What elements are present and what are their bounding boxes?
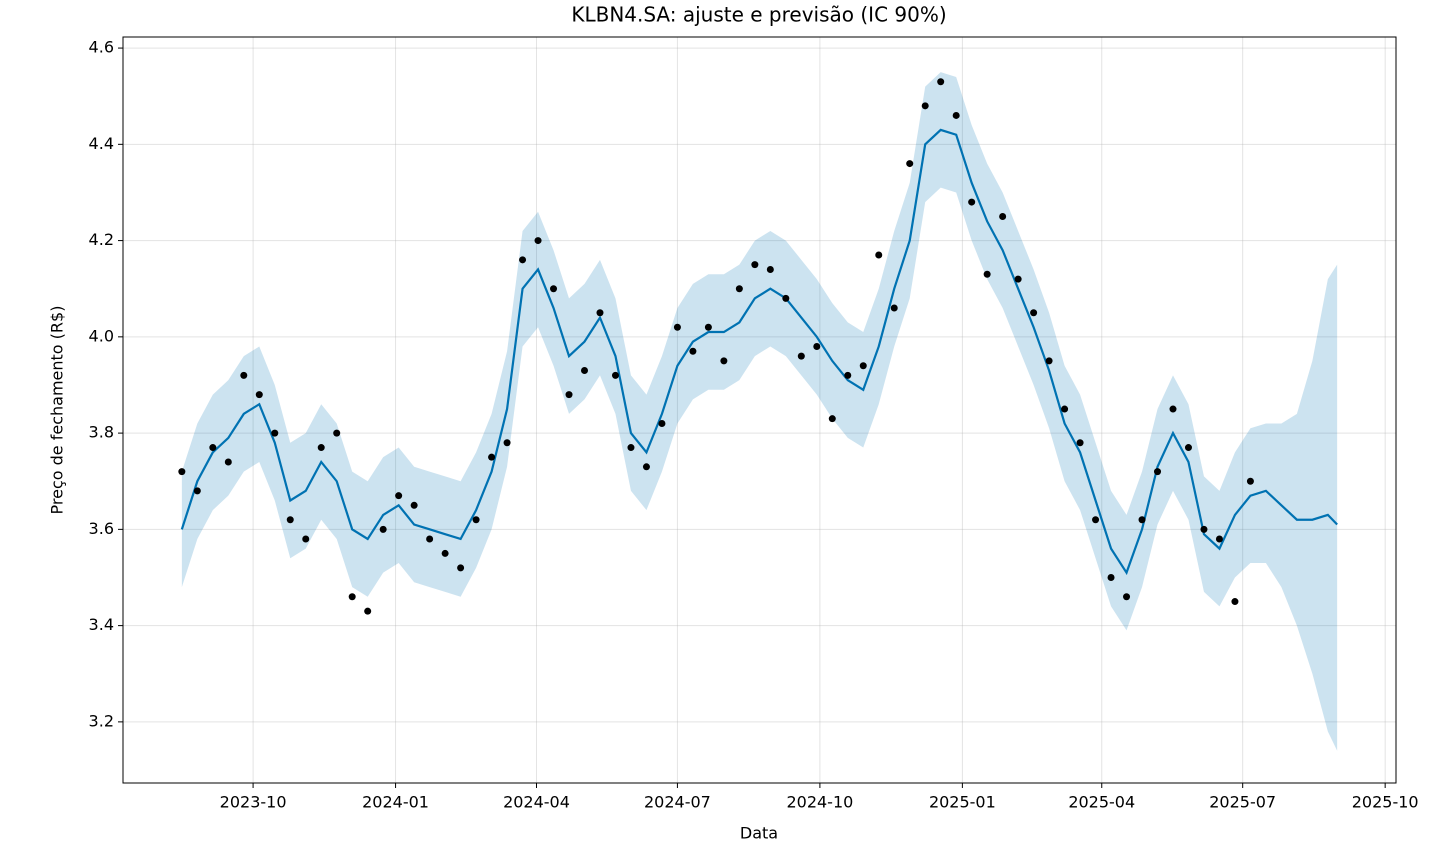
observed-point bbox=[1169, 405, 1177, 413]
observed-point bbox=[999, 213, 1007, 221]
observed-point bbox=[921, 102, 929, 110]
observed-point bbox=[410, 501, 418, 509]
observed-point bbox=[658, 419, 666, 427]
x-axis-label: Data bbox=[740, 824, 778, 843]
observed-point bbox=[395, 492, 403, 500]
confidence-band bbox=[181, 72, 1338, 751]
observed-point bbox=[1138, 516, 1146, 524]
y-tick-label: 3.4 bbox=[89, 615, 114, 634]
observed-point bbox=[271, 429, 279, 437]
observed-point bbox=[1076, 439, 1084, 447]
observed-point bbox=[565, 391, 573, 399]
observed-point bbox=[488, 453, 496, 461]
observed-point bbox=[1246, 477, 1254, 485]
chart-title: KLBN4.SA: ajuste e previsão (IC 90%) bbox=[571, 3, 946, 27]
observed-point bbox=[627, 444, 635, 452]
observed-point bbox=[534, 237, 542, 245]
observed-point bbox=[875, 251, 883, 259]
observed-point bbox=[813, 342, 821, 350]
observed-point bbox=[1061, 405, 1069, 413]
y-tick-label: 4.0 bbox=[89, 326, 114, 345]
observed-point bbox=[1014, 275, 1022, 283]
observed-point bbox=[426, 535, 434, 543]
observed-point bbox=[348, 593, 356, 601]
x-tick-label: 2024-01 bbox=[362, 793, 429, 812]
observed-point bbox=[240, 371, 248, 379]
observed-point bbox=[1200, 525, 1208, 533]
observed-point bbox=[441, 549, 449, 557]
observed-point bbox=[1231, 598, 1239, 606]
observed-point bbox=[209, 444, 217, 452]
observed-point bbox=[1215, 535, 1223, 543]
observed-point bbox=[689, 347, 697, 355]
x-tick-label: 2024-04 bbox=[503, 793, 570, 812]
observed-point bbox=[317, 444, 325, 452]
observed-point bbox=[937, 78, 945, 86]
observed-point bbox=[844, 371, 852, 379]
observed-point bbox=[673, 323, 681, 331]
observed-point bbox=[1154, 468, 1162, 476]
observed-point bbox=[286, 516, 294, 524]
observed-point bbox=[1184, 444, 1192, 452]
observed-point bbox=[1030, 309, 1038, 317]
x-tick-label: 2024-07 bbox=[644, 793, 711, 812]
observed-point bbox=[379, 525, 387, 533]
y-tick-label: 4.6 bbox=[89, 38, 114, 57]
observed-point bbox=[890, 304, 898, 312]
observed-point bbox=[735, 285, 743, 293]
observed-point bbox=[797, 352, 805, 360]
observed-point bbox=[193, 487, 201, 495]
observed-point bbox=[457, 564, 465, 572]
y-axis-label: Preço de fechamento (R$) bbox=[48, 306, 67, 515]
observed-point bbox=[782, 294, 790, 302]
observed-point bbox=[766, 265, 774, 273]
observed-point bbox=[596, 309, 604, 317]
y-tick-label: 3.2 bbox=[89, 711, 114, 730]
observed-point bbox=[751, 261, 759, 269]
observed-point bbox=[906, 160, 914, 168]
observed-point bbox=[704, 323, 712, 331]
x-tick-label: 2025-10 bbox=[1352, 793, 1419, 812]
observed-point bbox=[364, 607, 372, 615]
observed-point bbox=[550, 285, 558, 293]
observed-point bbox=[255, 391, 263, 399]
observed-point bbox=[983, 270, 991, 278]
observed-point bbox=[642, 463, 650, 471]
observed-point bbox=[178, 468, 186, 476]
observed-point bbox=[1107, 573, 1115, 581]
fit-line bbox=[180, 128, 1338, 576]
observed-point bbox=[503, 439, 511, 447]
x-tick-label: 2025-07 bbox=[1209, 793, 1276, 812]
observed-point bbox=[581, 367, 589, 375]
observed-point bbox=[472, 516, 480, 524]
x-tick-label: 2023-10 bbox=[220, 793, 287, 812]
observed-point bbox=[1123, 593, 1131, 601]
plot-frame bbox=[122, 36, 1397, 784]
observed-point bbox=[1045, 357, 1053, 365]
y-tick-label: 4.4 bbox=[89, 134, 114, 153]
observed-point bbox=[859, 362, 867, 370]
y-tick-label: 3.8 bbox=[89, 423, 114, 442]
observed-point bbox=[720, 357, 728, 365]
observed-point bbox=[333, 429, 341, 437]
y-tick-label: 3.6 bbox=[89, 519, 114, 538]
observed-point bbox=[952, 111, 960, 119]
x-tick-label: 2025-04 bbox=[1068, 793, 1135, 812]
observed-point bbox=[1092, 516, 1100, 524]
x-tick-label: 2024-10 bbox=[786, 793, 853, 812]
observed-point bbox=[968, 198, 976, 206]
x-tick-label: 2025-01 bbox=[929, 793, 996, 812]
observed-point bbox=[611, 371, 619, 379]
observed-point bbox=[519, 256, 527, 264]
y-tick-label: 4.2 bbox=[89, 230, 114, 249]
observed-point bbox=[224, 458, 232, 466]
observed-point bbox=[302, 535, 310, 543]
observed-point bbox=[828, 415, 836, 423]
